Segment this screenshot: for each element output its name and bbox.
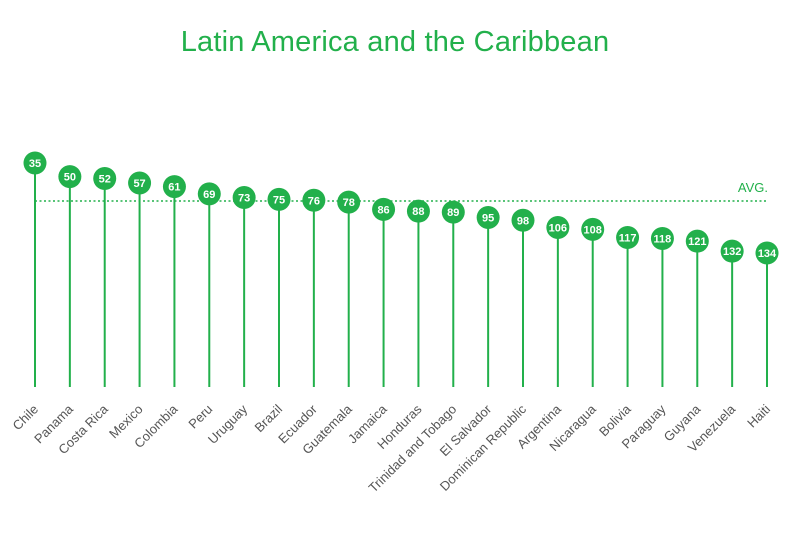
value-label-trinidad-and-tobago: 89 (447, 207, 459, 219)
pin-guatemala (337, 190, 361, 214)
value-label-costa-rica: 52 (99, 173, 111, 185)
pins-group: 35 50 52 57 61 69 73 75 76 78 86 88 89 95 98 106 108 117 1… (23, 151, 779, 265)
pin-jamaica (372, 197, 396, 221)
stems-group (34, 163, 768, 387)
category-label-haiti: Haiti (744, 401, 773, 430)
pin-ecuador (302, 188, 326, 212)
pin-costa-rica (93, 166, 117, 190)
pin-dominican-republic (511, 208, 535, 232)
value-label-colombia: 61 (168, 182, 180, 194)
value-label-el-salvador: 95 (482, 213, 494, 225)
average-line-group: AVG. (35, 180, 768, 202)
value-label-honduras: 88 (412, 206, 424, 218)
value-label-guatemala: 78 (343, 197, 355, 209)
value-label-nicaragua: 108 (584, 224, 602, 236)
pin-colombia (162, 175, 186, 199)
pin-panama (58, 165, 82, 189)
pin-paraguay (650, 226, 674, 250)
value-label-brazil: 75 (273, 194, 285, 206)
value-label-paraguay: 118 (654, 233, 672, 245)
value-label-panama: 50 (64, 172, 76, 184)
pin-mexico (128, 171, 152, 195)
category-label-uruguay: Uruguay (205, 401, 251, 447)
pin-peru (197, 182, 221, 206)
value-label-haiti: 134 (758, 248, 777, 260)
value-label-guyana: 121 (688, 236, 706, 248)
value-label-mexico: 57 (133, 178, 145, 190)
value-label-peru: 69 (203, 189, 215, 201)
chart-title: Latin America and the Caribbean (180, 26, 610, 58)
value-label-dominican-republic: 98 (517, 215, 529, 227)
pin-uruguay (232, 186, 256, 210)
pin-brazil (267, 187, 291, 211)
value-label-uruguay: 73 (238, 193, 250, 205)
pin-chile (23, 151, 47, 175)
value-label-argentina: 106 (549, 223, 567, 235)
category-label-chile: Chile (10, 402, 42, 434)
category-label-peru: Peru (185, 402, 215, 432)
pin-nicaragua (581, 217, 605, 241)
pin-argentina (546, 216, 570, 240)
value-label-bolivia: 117 (619, 233, 637, 245)
pin-trinidad-and-tobago (441, 200, 465, 224)
pin-venezuela (720, 239, 744, 263)
value-label-jamaica: 86 (377, 204, 389, 216)
value-label-ecuador: 76 (308, 195, 320, 207)
average-line-label: AVG. (738, 180, 768, 195)
value-label-venezuela: 132 (723, 246, 741, 258)
pin-haiti (755, 241, 779, 265)
pin-honduras (406, 199, 430, 223)
pin-el-salvador (476, 206, 500, 230)
pin-guyana (685, 229, 709, 253)
pin-bolivia (616, 226, 640, 250)
value-label-chile: 35 (29, 158, 41, 170)
